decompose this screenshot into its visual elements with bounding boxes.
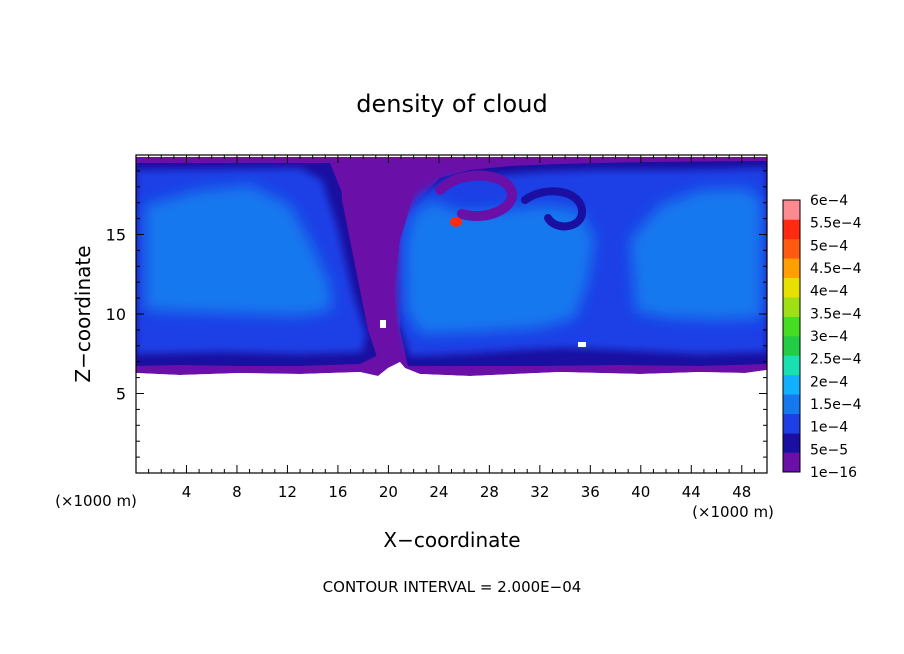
field-eddy-spot	[450, 217, 462, 227]
field-clear-gap	[578, 342, 586, 347]
colorbar-band	[783, 316, 800, 337]
x-tick-label: 16	[328, 483, 347, 501]
colorbar-level-label: 1.5e−4	[810, 397, 862, 413]
colorbar-band	[783, 374, 800, 395]
colorbar-level-label: 4e−4	[810, 284, 848, 300]
x-tick-label: 36	[581, 483, 600, 501]
colorbar-level-label: 2e−4	[810, 374, 848, 390]
colorbar-level-label: 3.5e−4	[810, 306, 862, 322]
field-eddy-left	[435, 170, 517, 221]
field-core-west	[145, 185, 332, 316]
x-tick-label: 28	[480, 483, 499, 501]
colorbar-band	[783, 355, 800, 376]
colorbar-band	[783, 433, 800, 453]
chart-title: density of cloud	[356, 90, 547, 118]
y-tick-label: 5	[116, 385, 126, 404]
colorbar-band	[783, 277, 800, 298]
colorbar-band	[783, 219, 800, 240]
colorbar-level-label: 5.5e−4	[810, 216, 862, 232]
x-tick-label: 44	[682, 483, 701, 501]
y-axis-ticks	[136, 170, 767, 458]
x-axis-ticks	[148, 155, 755, 473]
colorbar-band	[783, 336, 800, 356]
y-axis-label: Z−coordinate	[71, 245, 95, 382]
colorbar-level-label: 4.5e−4	[810, 261, 862, 277]
x-unit-label: (×1000 m)	[692, 503, 774, 521]
colorbar-level-label: 2.5e−4	[810, 352, 862, 368]
cloud-density-field	[136, 157, 767, 473]
x-tick-label: 24	[429, 483, 448, 501]
colorbar-band	[783, 258, 800, 279]
x-tick-labels: 4 8 12 16 20 24 28 32 36 40 44 48	[182, 483, 752, 501]
field-dry-slot	[340, 160, 425, 362]
x-tick-label: 48	[732, 483, 751, 501]
colorbar-level-label: 6e−4	[810, 193, 848, 209]
field-core-east	[630, 188, 762, 320]
colorbar-level-label: 1e−4	[810, 420, 848, 436]
colorbar: 1e−16 5e−5 1e−4 1.5e−4 2e−4 2.5e−4 3e−4 3.5e−4 4…	[782, 193, 862, 481]
colorbar-band	[783, 394, 800, 415]
colorbar-frame	[782, 199, 801, 473]
y-tick-label: 10	[106, 305, 126, 324]
x-axis-label: X−coordinate	[383, 528, 520, 552]
contour-interval-footer: CONTOUR INTERVAL = 2.000E−04	[323, 578, 582, 596]
field-eddy-right	[521, 187, 586, 231]
y-tick-labels: 5 10 15	[106, 226, 126, 404]
field-core-center	[405, 200, 595, 334]
z-unit-label: (×1000 m)	[55, 492, 137, 510]
field-clear-gap	[380, 320, 386, 328]
colorbar-band	[783, 413, 800, 434]
x-tick-label: 12	[278, 483, 297, 501]
x-tick-label: 8	[232, 483, 242, 501]
x-tick-label: 20	[379, 483, 398, 501]
colorbar-level-label: 5e−5	[810, 442, 848, 458]
y-tick-label: 15	[106, 226, 126, 245]
x-tick-label: 40	[631, 483, 650, 501]
colorbar-level-label: 3e−4	[810, 329, 848, 345]
colorbar-level-label: 5e−4	[810, 238, 848, 254]
colorbar-level-label: 1e−16	[810, 465, 857, 481]
colorbar-band	[783, 297, 800, 317]
colorbar-band	[783, 200, 800, 220]
field-clear-region	[136, 362, 767, 473]
colorbar-band	[783, 238, 800, 259]
x-tick-label: 4	[182, 483, 192, 501]
colorbar-band	[783, 452, 800, 473]
x-tick-label: 32	[530, 483, 549, 501]
